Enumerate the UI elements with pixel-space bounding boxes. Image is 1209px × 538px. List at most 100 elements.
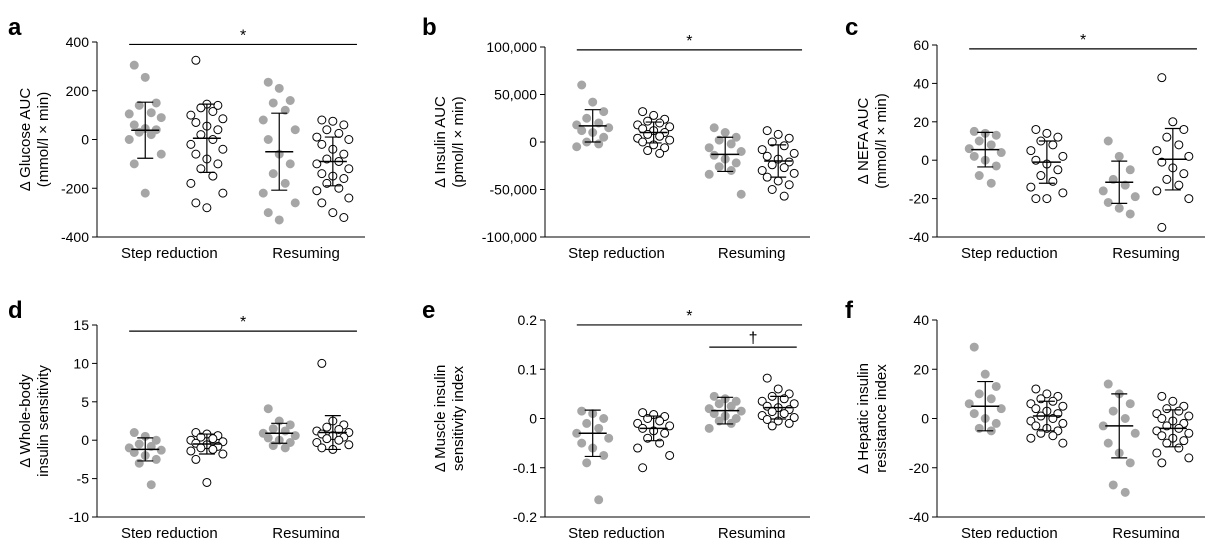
- data-point: [577, 80, 587, 90]
- data-point: [779, 191, 789, 201]
- data-point: [208, 135, 218, 144]
- data-point: [1125, 458, 1135, 468]
- data-point: [1042, 389, 1052, 399]
- data-point: [599, 132, 609, 142]
- data-point: [312, 438, 322, 448]
- data-point: [588, 97, 598, 107]
- panel-c: c 60 40 20 0 -20 -40 Δ NEFA AUC(mmol/l × min) St…: [845, 14, 1205, 262]
- data-point: [1179, 436, 1189, 446]
- data-point: [974, 171, 984, 181]
- data-point: [151, 435, 161, 445]
- data-point: [196, 432, 206, 442]
- data-point: [986, 140, 996, 150]
- y-tick-label: 100,000: [486, 39, 537, 55]
- data-point: [191, 454, 201, 464]
- data-point: [344, 440, 354, 450]
- y-tick-label: -5: [77, 471, 90, 487]
- data-point: [991, 130, 1001, 140]
- data-point: [208, 434, 218, 444]
- data-point: [1114, 151, 1124, 161]
- data-point: [767, 421, 777, 431]
- data-point: [1157, 157, 1167, 167]
- data-point: [312, 186, 322, 196]
- data-point: [638, 137, 648, 147]
- data-point: [274, 215, 284, 225]
- data-point: [638, 107, 648, 117]
- data-point: [655, 148, 665, 158]
- data-point: [594, 495, 604, 505]
- data-point: [208, 106, 218, 116]
- data-point: [789, 168, 799, 178]
- data-point: [709, 123, 719, 133]
- data-point: [577, 438, 587, 448]
- data-point: [1179, 169, 1189, 179]
- data-point: [784, 133, 794, 143]
- data-point: [757, 145, 767, 155]
- data-point: [1174, 443, 1184, 453]
- y-tick-label: 0: [921, 152, 929, 168]
- data-point: [714, 399, 724, 409]
- x-group-label: Step reduction: [121, 245, 218, 262]
- data-point: [263, 77, 273, 87]
- data-point: [996, 148, 1006, 158]
- data-point: [1058, 151, 1068, 161]
- data-point: [643, 116, 653, 126]
- data-point: [263, 433, 273, 443]
- data-point: [1042, 128, 1052, 138]
- data-point: [1026, 433, 1036, 443]
- data-point: [665, 450, 675, 460]
- y-tick-label: 0: [81, 132, 89, 148]
- data-point: [665, 135, 675, 145]
- y-axis-label: Δ Glucose AUC(mmol/l × min): [17, 88, 52, 192]
- data-point: [704, 423, 714, 433]
- data-point: [779, 409, 789, 419]
- data-point: [1125, 165, 1135, 175]
- y-tick-label: -20: [909, 191, 929, 207]
- data-point: [1031, 155, 1041, 165]
- data-point: [1108, 406, 1118, 416]
- data-point: [736, 189, 746, 199]
- data-point: [312, 132, 322, 142]
- y-tick-label: -100,000: [482, 229, 537, 245]
- data-point: [726, 139, 736, 149]
- data-point: [726, 166, 736, 175]
- data-point: [134, 100, 144, 110]
- data-point: [218, 114, 228, 124]
- data-point: [1184, 151, 1194, 161]
- data-point: [146, 130, 156, 140]
- data-point: [969, 151, 979, 161]
- data-point: [134, 127, 144, 137]
- data-point: [202, 203, 212, 213]
- data-point: [638, 408, 648, 418]
- data-point: [1036, 171, 1046, 181]
- data-point: [339, 213, 349, 222]
- y-tick-label: -50,000: [490, 182, 538, 198]
- y-tick-label: 400: [66, 34, 90, 50]
- data-point: [322, 125, 332, 135]
- data-point: [317, 358, 327, 368]
- data-point: [151, 454, 161, 464]
- data-point: [974, 389, 984, 399]
- data-point: [191, 198, 201, 208]
- data-point: [1058, 418, 1068, 428]
- data-point: [285, 159, 295, 169]
- data-point: [1048, 431, 1058, 441]
- data-point: [1125, 399, 1135, 409]
- data-point: [334, 128, 344, 138]
- y-tick-label: 15: [73, 317, 89, 333]
- data-point: [762, 172, 772, 182]
- data-point: [969, 342, 979, 352]
- data-point: [186, 446, 196, 456]
- data-point: [317, 169, 327, 179]
- data-point: [317, 139, 327, 149]
- x-group-label: Resuming: [1112, 245, 1180, 262]
- data-point: [268, 424, 278, 434]
- data-point: [757, 166, 767, 175]
- data-point: [655, 416, 665, 426]
- data-point: [784, 418, 794, 428]
- data-point: [779, 163, 789, 173]
- data-point: [344, 135, 354, 144]
- y-tick-label: -400: [61, 229, 89, 245]
- x-group-label: Resuming: [1112, 525, 1180, 538]
